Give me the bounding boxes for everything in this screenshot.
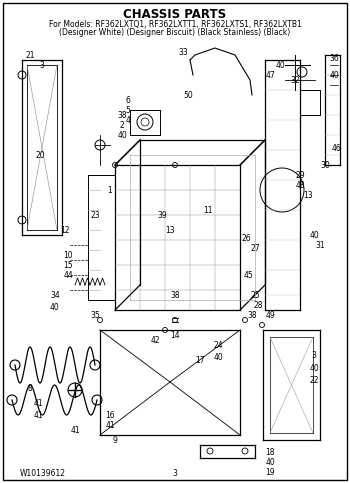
Text: 40: 40 xyxy=(309,364,319,372)
Text: 41: 41 xyxy=(105,421,115,429)
Text: 45: 45 xyxy=(243,270,253,280)
Text: 47: 47 xyxy=(265,71,275,80)
Text: 25: 25 xyxy=(250,290,260,299)
Text: 10: 10 xyxy=(63,251,73,259)
Text: CHASSIS PARTS: CHASSIS PARTS xyxy=(124,8,226,20)
Text: 9: 9 xyxy=(113,436,118,444)
Text: 38: 38 xyxy=(170,290,180,299)
Text: 40: 40 xyxy=(329,71,339,80)
Text: 3: 3 xyxy=(40,60,44,70)
Text: 40: 40 xyxy=(265,457,275,467)
Text: 31: 31 xyxy=(315,241,325,250)
Text: 1: 1 xyxy=(108,185,112,195)
Text: 2: 2 xyxy=(120,120,124,129)
Text: 16: 16 xyxy=(105,411,115,420)
Text: 28: 28 xyxy=(253,300,263,310)
Text: 13: 13 xyxy=(303,190,313,199)
Text: 40: 40 xyxy=(117,130,127,140)
Text: 29: 29 xyxy=(295,170,305,180)
Text: 11: 11 xyxy=(203,205,213,214)
Text: 41: 41 xyxy=(33,411,43,420)
Text: 17: 17 xyxy=(195,355,205,365)
Text: W10139612: W10139612 xyxy=(20,469,66,478)
Text: 8: 8 xyxy=(28,384,32,393)
Text: 18: 18 xyxy=(265,448,275,456)
Text: For Models: RF362LXTQ1, RF362LXTT1, RF362LXTS1, RF362LXTB1: For Models: RF362LXTQ1, RF362LXTT1, RF36… xyxy=(49,19,301,28)
Text: 48: 48 xyxy=(295,181,305,189)
Text: 50: 50 xyxy=(183,90,193,99)
Text: 14: 14 xyxy=(170,330,180,340)
Text: 35: 35 xyxy=(90,311,100,319)
Text: 24: 24 xyxy=(213,341,223,350)
Text: 36: 36 xyxy=(329,54,339,62)
Text: 3: 3 xyxy=(173,469,177,478)
Text: 3: 3 xyxy=(312,351,316,359)
Text: 26: 26 xyxy=(241,233,251,242)
Text: 21: 21 xyxy=(25,51,35,59)
Text: 40: 40 xyxy=(310,230,320,240)
Text: 27: 27 xyxy=(250,243,260,253)
Text: 6: 6 xyxy=(126,96,131,104)
Text: 40: 40 xyxy=(50,302,60,312)
Text: 39: 39 xyxy=(157,211,167,219)
Text: 33: 33 xyxy=(178,47,188,57)
Text: 46: 46 xyxy=(331,143,341,153)
Text: 23: 23 xyxy=(90,211,100,219)
Text: 42: 42 xyxy=(150,336,160,344)
Text: 41: 41 xyxy=(33,398,43,408)
Text: 32: 32 xyxy=(290,75,300,85)
Text: 12: 12 xyxy=(60,226,70,235)
Text: 38: 38 xyxy=(247,311,257,319)
Text: 13: 13 xyxy=(165,226,175,235)
Text: 40: 40 xyxy=(275,60,285,70)
Text: (Designer White) (Designer Biscuit) (Black Stainless) (Black): (Designer White) (Designer Biscuit) (Bla… xyxy=(60,28,290,37)
Text: 44: 44 xyxy=(63,270,73,280)
Text: 41: 41 xyxy=(70,426,80,435)
Text: 40: 40 xyxy=(213,353,223,361)
Text: 19: 19 xyxy=(265,468,275,477)
Text: 49: 49 xyxy=(265,311,275,319)
Text: 22: 22 xyxy=(309,375,319,384)
Text: 15: 15 xyxy=(63,260,73,270)
Text: 34: 34 xyxy=(50,290,60,299)
Text: 38: 38 xyxy=(117,111,127,119)
Text: 30: 30 xyxy=(320,160,330,170)
Text: 20: 20 xyxy=(35,151,45,159)
Text: 4: 4 xyxy=(126,115,131,125)
Text: 5: 5 xyxy=(126,105,131,114)
